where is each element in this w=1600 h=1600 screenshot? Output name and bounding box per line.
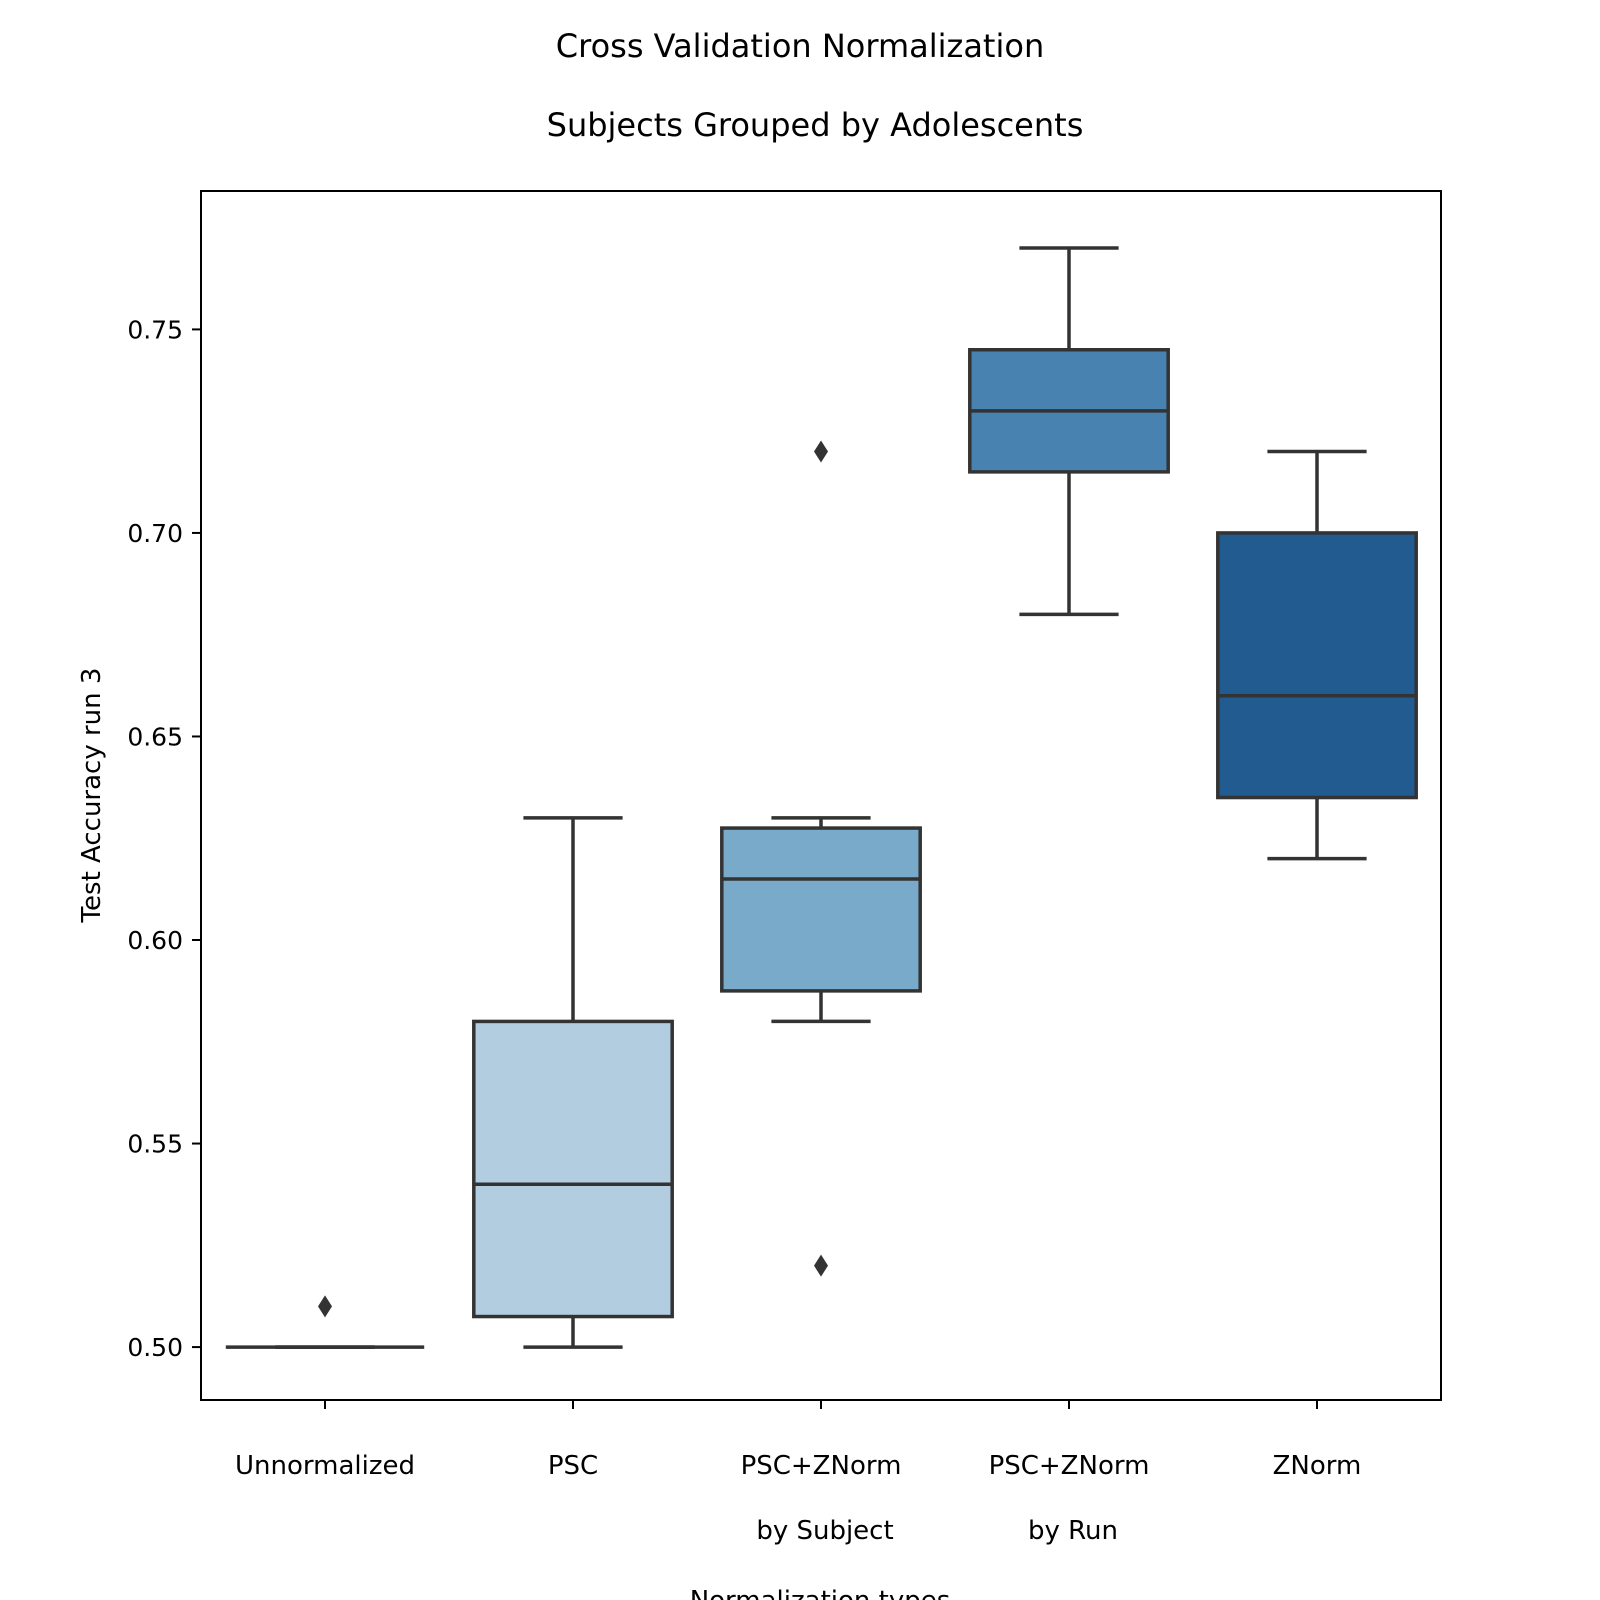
x-tick-label: PSC+ZNorm <box>989 1451 1150 1481</box>
y-tick-label: 0.70 <box>127 519 183 548</box>
outlier-point <box>814 440 828 463</box>
x-axis: Unnormalized PSC PSC+ZNorm by Subject PSC+ZN… <box>235 1400 1361 1546</box>
x-tick-label: by Subject <box>756 1516 893 1546</box>
chart-title: Cross Validation Normalization <box>556 27 1044 65</box>
outlier-point <box>318 1295 332 1318</box>
y-tick-label: 0.75 <box>127 315 183 344</box>
y-axis-label: Test Accuracy run 3 <box>77 668 107 924</box>
outlier-point <box>814 1254 828 1277</box>
y-tick-label: 0.55 <box>127 1130 183 1159</box>
x-tick-label: PSC+ZNorm <box>741 1451 902 1481</box>
box <box>1216 531 1418 800</box>
y-tick-label: 0.50 <box>127 1333 183 1362</box>
boxes <box>225 246 1418 1349</box>
x-tick-label: by Run <box>1028 1516 1118 1546</box>
box <box>720 826 922 993</box>
box <box>472 1019 674 1319</box>
x-tick-label: ZNorm <box>1273 1451 1362 1481</box>
x-axis-label: Normalization types <box>690 1586 951 1600</box>
x-tick-label: Unnormalized <box>235 1451 415 1481</box>
chart-subtitle: Subjects Grouped by Adolescents <box>547 106 1084 144</box>
y-axis: 0.50 0.55 0.60 0.65 0.70 0.75 <box>127 315 201 1362</box>
y-tick-label: 0.60 <box>127 926 183 955</box>
y-tick-label: 0.65 <box>127 722 183 751</box>
x-tick-label: PSC <box>548 1451 598 1481</box>
